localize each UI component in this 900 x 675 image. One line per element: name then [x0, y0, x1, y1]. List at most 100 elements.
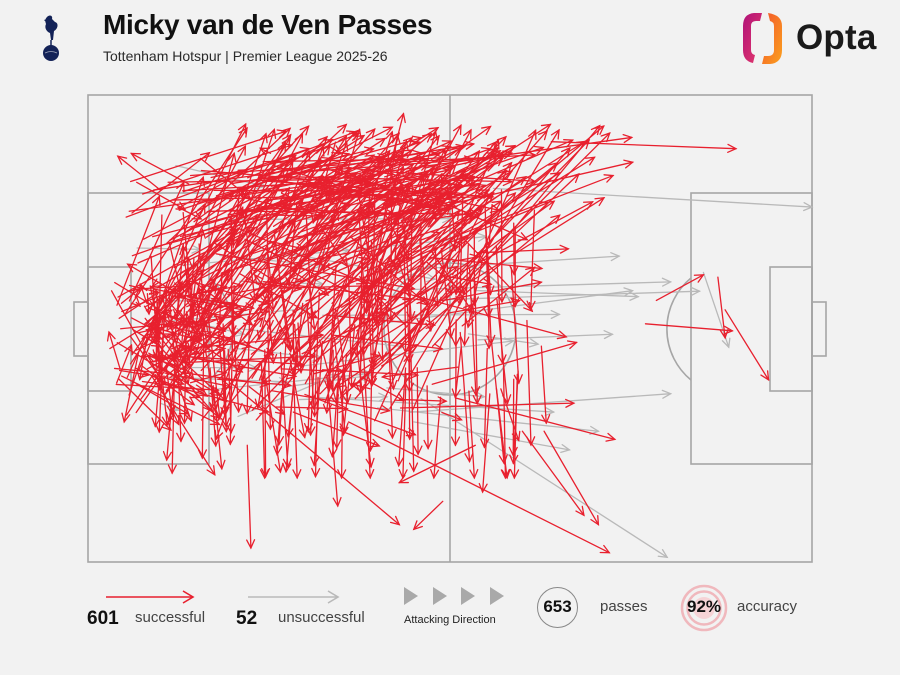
pass-arrow — [282, 128, 362, 392]
pass-arrow — [361, 376, 406, 402]
pass-arrow — [171, 295, 245, 313]
pass-arrow — [150, 278, 162, 288]
pass-arrow — [306, 124, 462, 411]
pass-arrow — [431, 303, 474, 348]
pass-arrow — [526, 209, 536, 311]
pass-arrow — [480, 347, 490, 449]
pass-arrow — [151, 375, 216, 476]
pass-arrow — [446, 297, 521, 314]
pass-arrow — [184, 355, 247, 371]
pass-arrow — [289, 357, 308, 439]
pass-arrow — [420, 397, 669, 559]
total-passes-count: 653 — [543, 597, 572, 616]
pass-arrow — [142, 135, 329, 329]
successful-count: 601 — [87, 608, 119, 629]
pass-arrow — [310, 340, 323, 467]
pass-arrow — [167, 356, 177, 475]
pass-arrow — [406, 197, 416, 285]
opta-logo: Opta — [740, 10, 885, 68]
pass-arrow — [254, 333, 272, 410]
pass-arrow — [412, 500, 444, 531]
pass-arrow — [181, 256, 193, 343]
pass-arrow — [270, 389, 391, 414]
pass-arrow — [339, 163, 415, 212]
pass-arrow — [145, 123, 348, 312]
pass-arrow — [279, 351, 292, 469]
pass-arrow — [476, 244, 570, 254]
pass-arrow — [421, 159, 635, 212]
pass-arrow — [200, 169, 373, 189]
pass-arrow — [221, 350, 231, 434]
pass-arrow — [290, 191, 362, 258]
opta-logo-text: Opta — [796, 18, 877, 57]
pass-arrow — [655, 274, 705, 302]
pass-arrow — [185, 258, 195, 322]
pass-arrow — [116, 195, 161, 306]
left-goal — [73, 301, 89, 357]
pass-arrow — [509, 222, 519, 276]
legend-unsuccessful-arrow — [248, 590, 340, 604]
pass-arrow — [150, 255, 161, 341]
pass-arrow — [232, 383, 401, 526]
pass-arrow — [333, 334, 444, 353]
pass-arrow — [376, 295, 407, 327]
pass-arrow — [261, 349, 271, 479]
unsuccessful-count: 52 — [236, 608, 258, 629]
pass-arrow — [405, 359, 415, 441]
pass-arrow — [267, 294, 278, 365]
pass-arrow — [136, 330, 149, 382]
pass-arrow — [419, 231, 442, 241]
pass-arrow — [387, 342, 397, 440]
unsuccessful-label: unsuccessful — [278, 609, 365, 626]
pass-arrow — [156, 374, 185, 386]
right-penalty-arc — [666, 277, 692, 381]
pass-arrow — [248, 185, 352, 321]
pass-arrow — [388, 192, 488, 203]
centre-circle — [383, 262, 517, 396]
pass-arrow — [382, 159, 461, 196]
pass-arrow — [269, 180, 322, 283]
pass-arrow — [175, 376, 193, 423]
accuracy-label: accuracy — [737, 598, 798, 615]
pass-arrow — [142, 143, 294, 195]
pass-arrow — [400, 139, 575, 215]
pass-arrow — [550, 141, 738, 153]
passes-label: passes — [600, 598, 648, 615]
pass-arrow — [265, 379, 284, 474]
pass-arrow — [394, 172, 443, 261]
pass-arrow — [356, 349, 375, 469]
successful-label: successful — [135, 609, 206, 626]
pass-arrow — [251, 152, 504, 411]
pass-arrow — [214, 149, 311, 412]
pass-arrow — [121, 351, 140, 424]
pass-arrow — [170, 149, 414, 291]
pass-arrow — [189, 370, 228, 384]
pass-arrow — [412, 277, 673, 291]
pass-arrow — [201, 201, 376, 421]
pass-arrow — [521, 430, 585, 517]
pass-arrow — [380, 366, 459, 381]
pass-arrow — [328, 376, 339, 459]
pass-arrow — [297, 204, 376, 234]
pass-arrow — [315, 257, 370, 281]
pass-arrow — [397, 444, 476, 484]
pass-arrow — [106, 330, 121, 370]
pass-arrow — [151, 289, 168, 428]
pass-arrow — [117, 378, 173, 432]
pass-arrow — [500, 365, 510, 480]
pass-arrow — [477, 330, 614, 341]
pass-arrow — [175, 301, 196, 327]
pass-arrow — [260, 181, 477, 208]
pass-arrow — [459, 331, 474, 464]
pass-arrow — [540, 345, 551, 425]
pass-arrow — [246, 444, 256, 550]
pass-arrow — [299, 150, 514, 200]
pass-arrow — [282, 354, 297, 474]
pass-arrow — [357, 196, 606, 353]
pass-arrow — [261, 292, 294, 351]
direction-arrow-icon — [490, 587, 504, 605]
legend-successful-arrow — [106, 590, 195, 604]
pass-arrow — [239, 273, 319, 319]
pass-arrow — [294, 271, 330, 296]
